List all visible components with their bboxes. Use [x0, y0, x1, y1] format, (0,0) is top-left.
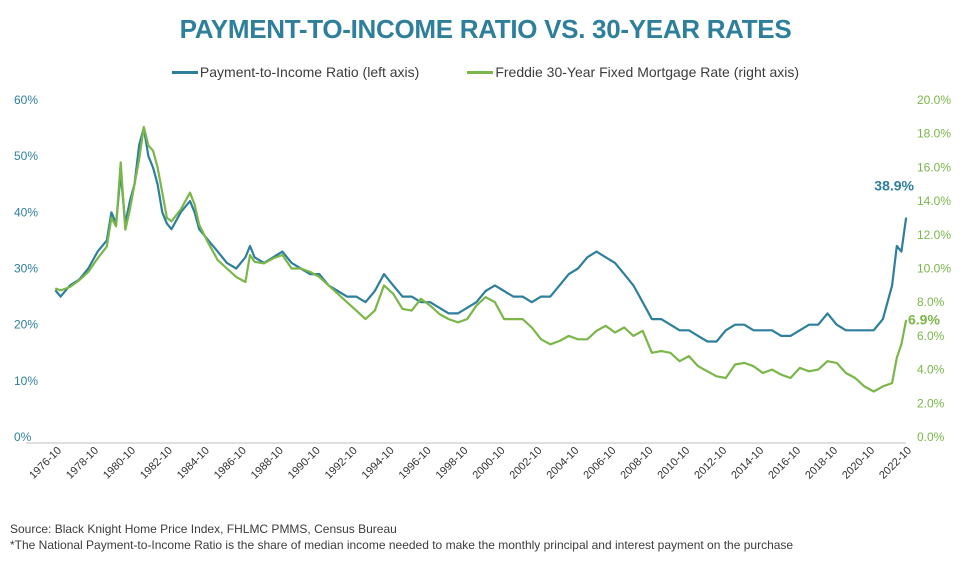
right-axis-tick-label: 10.0%: [917, 262, 951, 276]
source-note: Source: Black Knight Home Price Index, F…: [10, 522, 397, 536]
payment-ratio-line: [54, 127, 908, 343]
x-axis-tick-label: 2022-10: [877, 445, 914, 482]
left-axis-tick-label: 40%: [14, 205, 38, 219]
x-axis-tick-label: 1978-10: [64, 445, 101, 482]
x-axis-tick-label: 1986-10: [212, 445, 249, 482]
x-axis-tick-label: 1996-10: [397, 445, 434, 482]
right-axis-tick-label: 0.0%: [917, 430, 945, 444]
right-axis-tick-label: 20.0%: [917, 93, 951, 107]
legend-swatch-mortgage-rate: [467, 70, 494, 74]
legend-item-payment-ratio: Payment-to-Income Ratio (left axis): [171, 64, 420, 80]
x-axis-tick-label: 2002-10: [508, 445, 545, 482]
left-axis-tick-label: 0%: [14, 430, 32, 444]
x-axis-tick-label: 1984-10: [175, 445, 212, 482]
x-axis-tick-label: 2020-10: [840, 445, 877, 482]
right-axis-tick-label: 18.0%: [917, 127, 951, 141]
x-axis-tick-label: 1990-10: [286, 445, 323, 482]
x-axis-tick-label: 2010-10: [655, 445, 692, 482]
right-axis-tick-label: 6.0%: [917, 329, 945, 343]
x-axis-tick-label: 1998-10: [434, 445, 471, 482]
x-axis-tick-label: 1992-10: [323, 445, 360, 482]
left-axis-tick-label: 60%: [14, 93, 38, 107]
footnotes: Source: Black Knight Home Price Index, F…: [10, 521, 793, 553]
legend-label-mortgage-rate: Freddie 30-Year Fixed Mortgage Rate (rig…: [495, 64, 800, 80]
x-axis-tick-label: 2018-10: [803, 445, 840, 482]
x-axis-tick-label: 1994-10: [360, 445, 397, 482]
x-axis-tick-label: 1988-10: [249, 445, 286, 482]
right-axis-tick-label: 8.0%: [917, 295, 945, 309]
chart-plot: 0% 10% 20% 30% 40% 50% 60% 0.0% 2.0% 4.0% 6.0% 8.0%…: [14, 93, 951, 482]
right-axis-tick-label: 2.0%: [917, 396, 945, 410]
left-axis-tick-label: 20%: [14, 318, 38, 332]
legend-label-payment-ratio: Payment-to-Income Ratio (left axis): [199, 64, 420, 80]
legend-swatch-payment-ratio: [171, 70, 198, 74]
left-axis-tick-label: 50%: [14, 149, 38, 163]
x-axis-tick-label: 1982-10: [138, 445, 175, 482]
chart-title: PAYMENT-TO-INCOME RATIO VS. 30-YEAR RATE…: [179, 14, 792, 44]
chart-legend: Payment-to-Income Ratio (left axis) Fred…: [0, 64, 971, 80]
right-axis-tick-label: 14.0%: [917, 194, 951, 208]
x-axis-tick-label: 2008-10: [618, 445, 655, 482]
mortgage-rate-end-label: 6.9%: [908, 312, 940, 328]
legend-item-mortgage-rate: Freddie 30-Year Fixed Mortgage Rate (rig…: [467, 64, 799, 80]
payment-ratio-end-label: 38.9%: [874, 178, 914, 194]
x-axis-tick-label: 2014-10: [729, 445, 766, 482]
x-axis-tick-label: 2006-10: [581, 445, 618, 482]
x-axis-tick-label: 1980-10: [101, 445, 138, 482]
x-axis-tick-label: 2004-10: [544, 445, 581, 482]
x-axis-tick-label: 2016-10: [766, 445, 803, 482]
left-axis-tick-label: 10%: [14, 374, 38, 388]
x-axis-tick-label: 1976-10: [27, 445, 64, 482]
left-axis-tick-label: 30%: [14, 262, 38, 276]
mortgage-rate-line: [54, 125, 908, 393]
x-axis-tick-label: 2012-10: [692, 445, 729, 482]
ratio-definition-note: *The National Payment-to-Income Ratio is…: [10, 538, 794, 552]
right-axis-tick-label: 16.0%: [917, 160, 951, 174]
x-axis-tick-label: 2000-10: [471, 445, 508, 482]
right-axis-tick-label: 4.0%: [917, 363, 945, 377]
right-axis-tick-label: 12.0%: [917, 228, 951, 242]
